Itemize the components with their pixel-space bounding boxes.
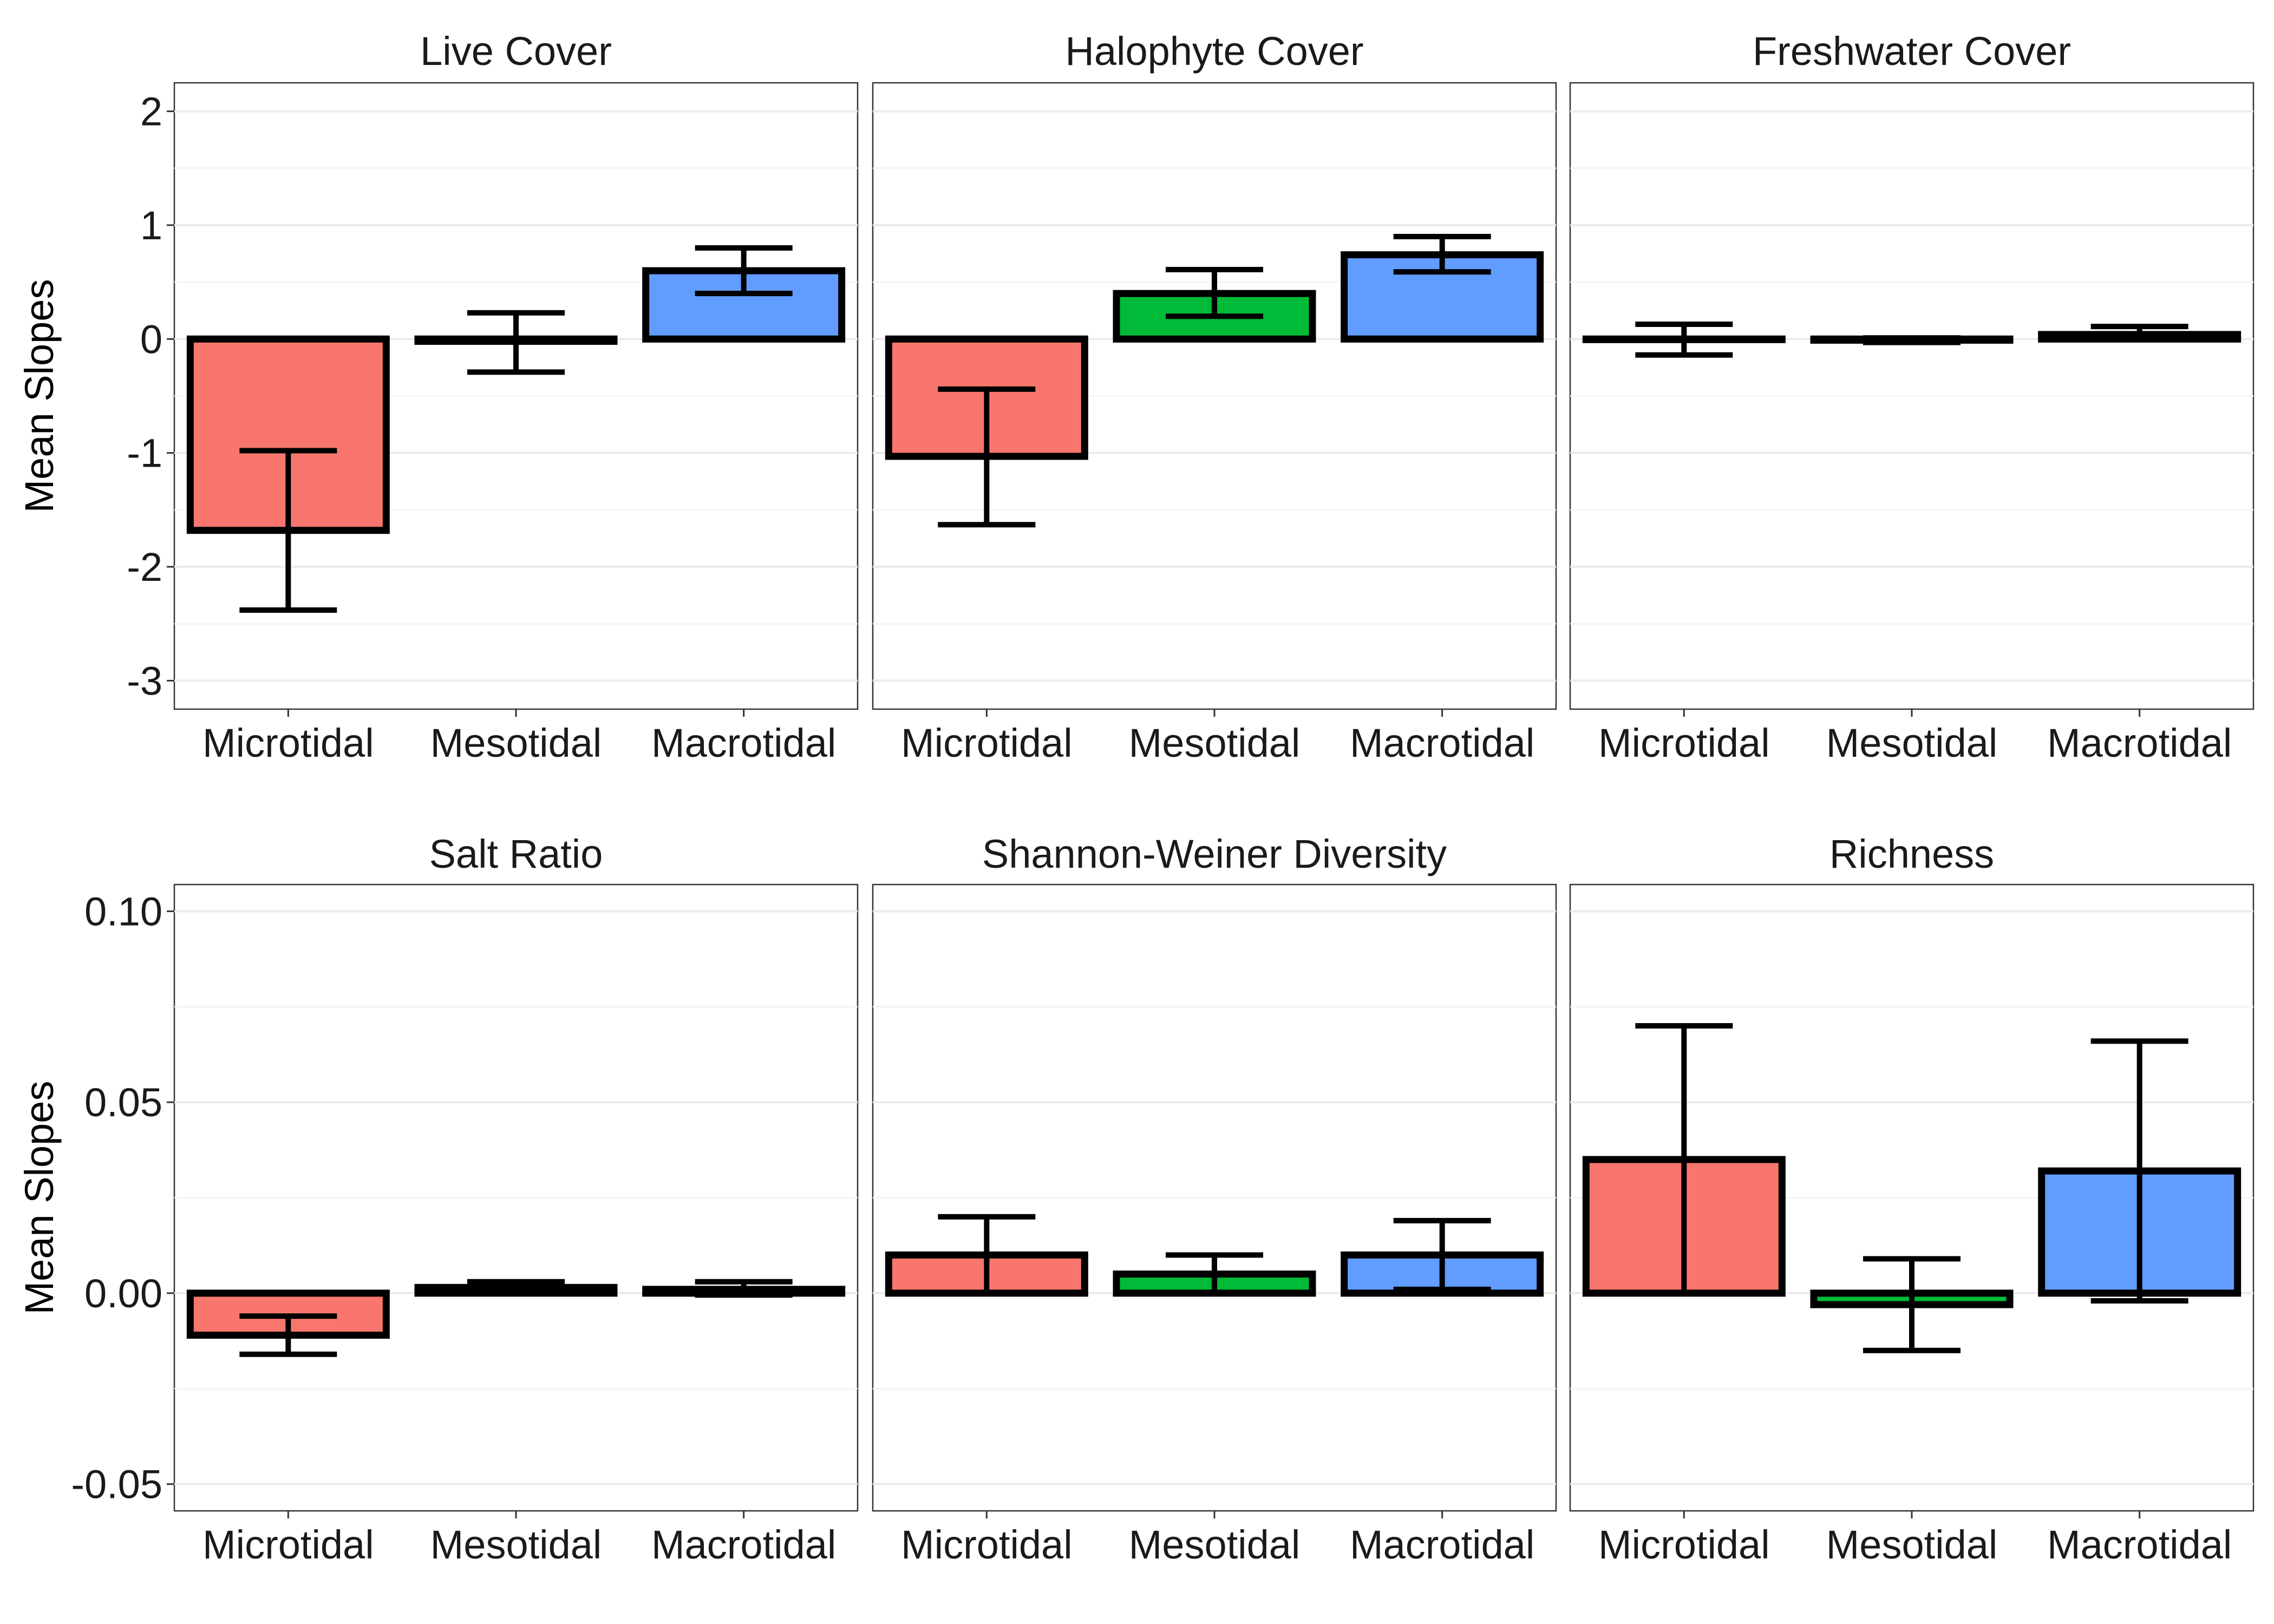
y-tick-label: 1 [140,203,162,248]
panel-title: Freshwater Cover [1753,29,2071,74]
panel-live-cover: Live Cover Microtidal Mesotidal Macrotidal -… [17,29,859,765]
error-bar-salt-ratio-macrotidal [695,1279,793,1298]
x-tick-label: Macrotidal [651,1522,836,1567]
x-tick-label: Microtidal [202,1522,374,1567]
y-tick-label: 0.05 [84,1080,162,1125]
error-bar-freshwater-cover-microtidal [1635,321,1733,358]
error-bar-salt-ratio-microtidal [239,1313,337,1357]
error-bar-shannon-weiner-diversity-mesotidal [1166,1252,1263,1296]
y-tick-label: 0.10 [84,889,162,934]
panel-title: Richness [1829,831,1994,876]
error-bar-salt-ratio-mesotidal [467,1279,565,1294]
y-tick-label: 0.00 [84,1271,162,1316]
y-tick-label: -1 [127,431,162,476]
panel-title: Live Cover [420,29,612,74]
x-tick-label: Microtidal [202,721,374,765]
error-bar-richness-macrotidal [2090,1038,2188,1304]
y-axis-title: Mean Slopes [17,1081,62,1315]
x-tick-label: Microtidal [1598,721,1770,765]
error-bar-shannon-weiner-diversity-macrotidal [1393,1217,1491,1292]
x-tick-label: Macrotidal [2047,1522,2232,1567]
panel-title: Halophyte Cover [1065,29,1363,74]
x-tick-label: Microtidal [1598,1522,1770,1567]
error-bar-richness-mesotidal [1863,1256,1961,1353]
x-tick-label: Mesotidal [1826,1522,1998,1567]
panel-title: Salt Ratio [429,831,603,876]
x-tick-label: Mesotidal [430,1522,602,1567]
y-tick-label: -2 [127,545,162,590]
y-tick-label: -0.05 [71,1462,162,1507]
error-bar-freshwater-cover-macrotidal [2090,324,2188,340]
panel-title: Shannon-Weiner Diversity [982,831,1447,876]
error-bar-live-cover-microtidal [239,448,337,613]
panel-shannon-weiner-diversity: Shannon-Weiner Diversity Microtidal Mesoti… [872,831,1557,1567]
y-tick-label: -3 [127,658,162,703]
error-bar-halophyte-cover-macrotidal [1393,233,1491,275]
error-bar-halophyte-cover-mesotidal [1166,266,1263,319]
x-tick-label: Microtidal [901,1522,1073,1567]
error-bar-live-cover-macrotidal [695,245,793,297]
panel-halophyte-cover: Halophyte Cover Microtidal Mesotidal Macrot… [872,29,1557,765]
x-tick-label: Macrotidal [2047,721,2232,765]
error-bar-richness-microtidal [1635,1023,1733,1296]
x-tick-label: Macrotidal [1350,1522,1534,1567]
error-bar-halophyte-cover-microtidal [938,386,1036,528]
y-axis-title: Mean Slopes [17,279,62,513]
x-tick-label: Mesotidal [1129,721,1301,765]
panel-freshwater-cover: Freshwater Cover Microtidal Mesotidal Macro… [1569,29,2255,765]
x-tick-label: Microtidal [901,721,1073,765]
x-tick-label: Mesotidal [1129,1522,1301,1567]
error-bar-live-cover-mesotidal [467,310,565,375]
error-bar-freshwater-cover-mesotidal [1863,335,1961,345]
y-tick-label: 2 [140,89,162,134]
y-tick-label: 0 [140,317,162,362]
panel-richness: Richness Microtidal Mesotidal Macrotidal [1569,831,2255,1567]
x-tick-label: Macrotidal [1350,721,1534,765]
x-tick-label: Macrotidal [651,721,836,765]
x-tick-label: Mesotidal [1826,721,1998,765]
x-tick-label: Mesotidal [430,721,602,765]
error-bar-shannon-weiner-diversity-microtidal [938,1214,1036,1296]
panel-salt-ratio: Salt Ratio Microtidal Mesotidal Macrotidal -… [17,831,859,1567]
